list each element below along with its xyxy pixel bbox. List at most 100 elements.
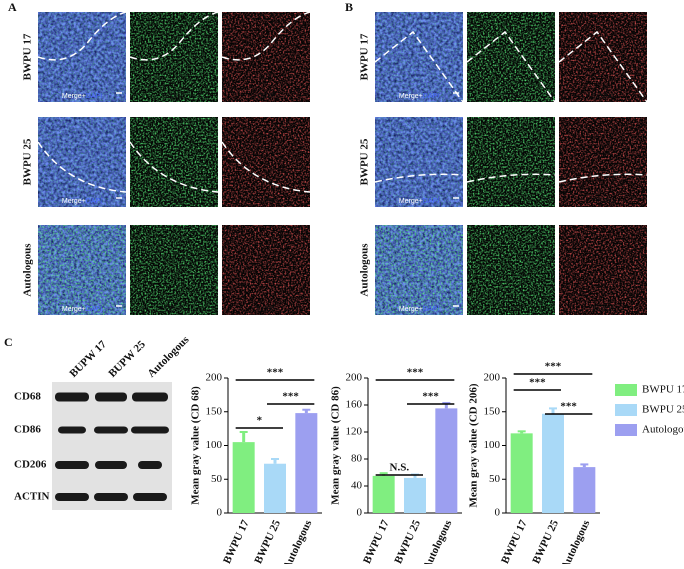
caption: CD86 bbox=[257, 93, 275, 100]
caption: CD206 bbox=[592, 93, 614, 100]
significance-label: N.S. bbox=[390, 462, 410, 474]
boundary bbox=[221, 11, 311, 61]
y-tick-label: 200 bbox=[346, 372, 363, 384]
blot-band bbox=[55, 461, 89, 469]
image-signal bbox=[130, 225, 218, 315]
caption-merge: Merge+ bbox=[399, 306, 423, 313]
image-signal bbox=[467, 225, 555, 315]
boundary bbox=[221, 141, 311, 193]
image-signal bbox=[38, 12, 126, 102]
caption: CD68 bbox=[165, 306, 183, 313]
caption: CD68 bbox=[165, 93, 183, 100]
image-signal bbox=[559, 117, 647, 207]
y-tick-label: 0 bbox=[357, 507, 363, 519]
significance-label: *** bbox=[422, 391, 439, 403]
caption-dapi: DAPI bbox=[86, 306, 102, 313]
y-tick-label: 150 bbox=[484, 405, 501, 417]
boundary bbox=[129, 11, 219, 61]
blot-band bbox=[95, 392, 127, 402]
caption: CD68 bbox=[502, 93, 520, 100]
bar bbox=[510, 433, 533, 513]
image-signal bbox=[222, 12, 310, 102]
blot-row: CD68 bbox=[14, 391, 41, 403]
caption-dapi: DAPI bbox=[423, 93, 439, 100]
caption: CD68 bbox=[502, 198, 520, 205]
row-label: BWPU 25 bbox=[22, 138, 34, 185]
caption: CD86 bbox=[257, 198, 275, 205]
panel-label: C bbox=[4, 335, 13, 349]
significance-label: *** bbox=[529, 377, 546, 389]
row-label: BWPU 17 bbox=[22, 33, 34, 80]
row-label: BWPU 17 bbox=[359, 33, 371, 80]
boundary bbox=[558, 173, 648, 183]
caption-merge: Merge+ bbox=[62, 306, 86, 313]
caption: Merge+DAPI bbox=[399, 306, 439, 313]
boundary bbox=[37, 11, 127, 61]
legend-label: Autologous bbox=[642, 424, 684, 436]
bar bbox=[573, 467, 596, 513]
image-signal bbox=[559, 225, 647, 315]
blot-column: BUPW 25 bbox=[106, 338, 148, 380]
y-tick-label: 150 bbox=[206, 405, 223, 417]
caption-merge: Merge+ bbox=[62, 198, 86, 205]
bar bbox=[372, 475, 395, 513]
image-signal bbox=[467, 117, 555, 207]
row-label: Autologous bbox=[359, 243, 371, 297]
legend-label: BWPU 17 bbox=[642, 384, 684, 396]
legend-swatch bbox=[615, 424, 637, 436]
bar bbox=[404, 477, 426, 513]
significance-label: *** bbox=[267, 367, 284, 379]
blot-bg bbox=[52, 382, 172, 510]
image-signal bbox=[38, 117, 126, 207]
blot-band bbox=[131, 426, 169, 434]
blot-column: Autologous bbox=[145, 333, 192, 380]
blot-band bbox=[55, 493, 89, 501]
y-tick-label: 100 bbox=[206, 439, 223, 451]
blot-row: CD206 bbox=[14, 459, 47, 471]
x-tick-label: BWPU 17 bbox=[221, 518, 252, 564]
image-signal bbox=[222, 117, 310, 207]
image-signal bbox=[375, 225, 463, 315]
y-axis-label: Mean gray value (CD 206) bbox=[468, 383, 480, 507]
caption: CD68 bbox=[502, 306, 520, 313]
significance-label: * bbox=[257, 415, 263, 427]
caption: Merge+DAPI bbox=[399, 93, 439, 100]
significance-label: *** bbox=[282, 391, 299, 403]
bar bbox=[435, 408, 458, 513]
y-tick-label: 50 bbox=[489, 473, 501, 485]
blot-band bbox=[94, 493, 128, 501]
x-tick-label: BWPU 17 bbox=[361, 518, 392, 564]
boundary bbox=[129, 141, 219, 193]
image-signal bbox=[38, 225, 126, 315]
x-tick-label: Autologous bbox=[281, 518, 315, 564]
caption-dapi: DAPI bbox=[423, 198, 439, 205]
blot-band bbox=[58, 426, 86, 434]
caption: Merge+DAPI bbox=[62, 306, 102, 313]
caption: CD86 bbox=[257, 306, 275, 313]
bar bbox=[232, 442, 255, 513]
boundary bbox=[37, 141, 127, 193]
caption-merge: Merge+ bbox=[399, 93, 423, 100]
panel-label: A bbox=[8, 0, 17, 14]
blot-band bbox=[94, 426, 128, 434]
image-signal bbox=[375, 117, 463, 207]
bar bbox=[264, 463, 286, 513]
y-tick-label: 40 bbox=[351, 480, 363, 492]
caption: CD206 bbox=[592, 198, 614, 205]
caption-dapi: DAPI bbox=[423, 306, 439, 313]
boundary bbox=[558, 30, 648, 103]
y-tick-label: 0 bbox=[217, 507, 223, 519]
blot-band bbox=[55, 392, 89, 402]
legend-swatch bbox=[615, 404, 637, 416]
caption: Merge+DAPI bbox=[399, 198, 439, 205]
x-tick-label: Autologous bbox=[559, 518, 593, 564]
boundary bbox=[374, 173, 464, 183]
y-tick-label: 200 bbox=[484, 372, 501, 384]
legend-swatch bbox=[615, 384, 637, 396]
y-tick-label: 0 bbox=[495, 507, 501, 519]
caption-dapi: DAPI bbox=[86, 198, 102, 205]
image-signal bbox=[130, 12, 218, 102]
y-tick-label: 120 bbox=[346, 426, 363, 438]
row-label: BWPU 25 bbox=[359, 138, 371, 185]
boundary bbox=[466, 30, 556, 103]
